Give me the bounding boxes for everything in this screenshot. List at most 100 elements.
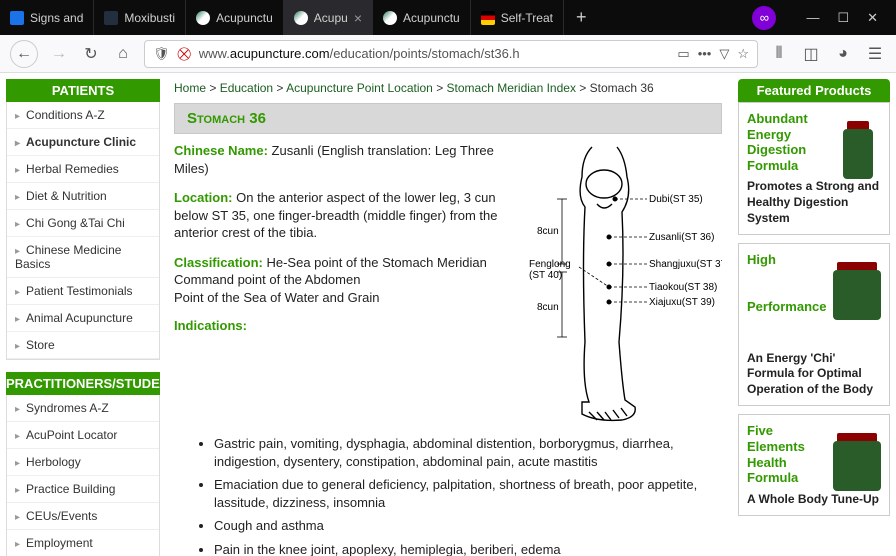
shield-icon[interactable]: 🛡 [153, 46, 170, 62]
favicon [104, 11, 118, 25]
svg-text:Tiaokou(ST 38): Tiaokou(ST 38) [649, 282, 717, 293]
favicon [383, 11, 397, 25]
breadcrumb-link[interactable]: Education [220, 81, 273, 95]
breadcrumb-link[interactable]: Home [174, 81, 206, 95]
product-card[interactable]: Abundant Energy Digestion Formula Promot… [738, 102, 890, 235]
reader-icon[interactable]: ▭ [677, 46, 689, 62]
sidebar-item[interactable]: Animal Acupuncture [7, 305, 159, 332]
tab-label: Self-Treat [501, 11, 553, 25]
sidebar-icon[interactable]: ◫ [800, 43, 822, 65]
indication-item: Pain in the knee joint, apoplexy, hemipl… [214, 541, 722, 556]
tab-1[interactable]: Moxibusti [94, 0, 186, 35]
featured-header: Featured Products [738, 79, 890, 102]
new-tab-button[interactable]: + [564, 0, 599, 35]
sidebar-item[interactable]: Conditions A-Z [7, 102, 159, 129]
classification-extra: Command point of the Abdomen [174, 272, 360, 287]
product-card[interactable]: Five Elements Health Formula A Whole Bod… [738, 414, 890, 516]
account-icon[interactable]: ◕ [832, 43, 854, 65]
svg-text:Zusanli(ST 36): Zusanli(ST 36) [649, 232, 714, 243]
patients-header: PATIENTS [6, 79, 160, 102]
sidebar-item[interactable]: Diet & Nutrition [7, 183, 159, 210]
favicon [481, 11, 495, 25]
leg-diagram: Dubi(ST 35) Zusanli(ST 36) Shangjuxu(ST … [527, 142, 722, 435]
sidebar-item[interactable]: Store [7, 332, 159, 359]
indication-item: Gastric pain, vomiting, dysphagia, abdom… [214, 435, 722, 470]
tab-4[interactable]: Acupunctu [373, 0, 471, 35]
article-text: Chinese Name: Zusanli (English translati… [174, 142, 517, 435]
tab-label: Signs and [30, 11, 83, 25]
maximize-button[interactable]: ☐ [837, 10, 849, 26]
tab-close-icon[interactable]: × [354, 10, 362, 26]
practitioners-nav: Syndromes A-ZAcuPoint LocatorHerbologyPr… [6, 395, 160, 556]
bookmark-star-icon[interactable]: ☆ [737, 46, 749, 62]
breadcrumb-link[interactable]: Stomach Meridian Index [447, 81, 576, 95]
menu-icon[interactable]: ☰ [864, 43, 886, 65]
svg-text:Fenglong(ST 40): Fenglong(ST 40) [529, 259, 571, 281]
product-title[interactable]: Abundant Energy Digestion Formula [747, 111, 832, 173]
left-sidebar: PATIENTS Conditions A-ZAcupuncture Clini… [0, 73, 166, 556]
svg-text:8cun: 8cun [537, 226, 559, 237]
sidebar-item[interactable]: Acupuncture Clinic [7, 129, 159, 156]
page-actions-icon[interactable]: ••• [698, 46, 712, 61]
location-label: Location: [174, 190, 233, 205]
library-icon[interactable]: ⦀ [768, 43, 790, 65]
favicon [294, 11, 308, 25]
svg-text:Xiajuxu(ST 39): Xiajuxu(ST 39) [649, 297, 715, 308]
sidebar-item[interactable]: CEUs/Events [7, 503, 159, 530]
sidebar-item[interactable]: Chi Gong &Tai Chi [7, 210, 159, 237]
close-button[interactable]: ✕ [867, 10, 878, 26]
tab-label: Acupu [314, 11, 348, 25]
classification-extra: Point of the Sea of Water and Grain [174, 290, 379, 305]
url-bar[interactable]: 🛡 ⛒ www.acupuncture.com/education/points… [144, 40, 758, 68]
product-desc: A Whole Body Tune-Up [747, 492, 881, 508]
page-content: PATIENTS Conditions A-ZAcupuncture Clini… [0, 73, 896, 556]
product-desc: An Energy 'Chi' Formula for Optimal Oper… [747, 351, 881, 398]
sidebar-item[interactable]: AcuPoint Locator [7, 422, 159, 449]
breadcrumb: Home > Education > Acupuncture Point Loc… [174, 77, 722, 103]
tab-strip: Signs and Moxibusti Acupunctu Acupu × Acu… [0, 0, 752, 35]
tab-0[interactable]: Signs and [0, 0, 94, 35]
product-image [833, 250, 883, 320]
tab-2[interactable]: Acupunctu [186, 0, 284, 35]
product-image [833, 421, 883, 491]
minimize-button[interactable]: — [806, 10, 819, 25]
product-title[interactable]: HighPerformance [747, 252, 832, 314]
toolbar: ← → ↻ ⌂ 🛡 ⛒ www.acupuncture.com/educatio… [0, 35, 896, 73]
titlebar: Signs and Moxibusti Acupunctu Acupu × Acu… [0, 0, 896, 35]
save-pocket-icon[interactable]: ▽ [719, 46, 729, 62]
product-title[interactable]: Five Elements Health Formula [747, 423, 832, 485]
home-button[interactable]: ⌂ [112, 43, 134, 65]
forward-button[interactable]: → [48, 43, 70, 65]
breadcrumb-link[interactable]: Acupuncture Point Location [286, 81, 433, 95]
tab-label: Acupunctu [403, 11, 460, 25]
sidebar-item[interactable]: Herbology [7, 449, 159, 476]
product-card[interactable]: HighPerformance An Energy 'Chi' Formula … [738, 243, 890, 406]
sidebar-item[interactable]: Herbal Remedies [7, 156, 159, 183]
blocked-shield-icon[interactable]: ⛒ [178, 46, 191, 62]
tab-5[interactable]: Self-Treat [471, 0, 564, 35]
url-text: www.acupuncture.com/education/points/sto… [199, 46, 670, 61]
indications-list: Gastric pain, vomiting, dysphagia, abdom… [174, 435, 722, 556]
classification-value: He-Sea point of the Stomach Meridian [266, 255, 486, 270]
featured-products: Featured Products Abundant Energy Digest… [732, 73, 896, 556]
sidebar-item[interactable]: Chinese Medicine Basics [7, 237, 159, 278]
favicon [196, 11, 210, 25]
indication-item: Emaciation due to general deficiency, pa… [214, 476, 722, 511]
tab-3[interactable]: Acupu × [284, 0, 373, 35]
sidebar-item[interactable]: Practice Building [7, 476, 159, 503]
patients-nav: Conditions A-ZAcupuncture ClinicHerbal R… [6, 102, 160, 360]
sidebar-item[interactable]: Syndromes A-Z [7, 395, 159, 422]
classification-label: Classification: [174, 255, 263, 270]
reload-button[interactable]: ↻ [80, 43, 102, 65]
back-button[interactable]: ← [10, 40, 38, 68]
window-controls: — ☐ ✕ [788, 0, 896, 35]
sidebar-item[interactable]: Employment [7, 530, 159, 556]
breadcrumb-current: Stomach 36 [590, 81, 654, 95]
page-title: Stomach 36 [174, 103, 722, 134]
product-desc: Promotes a Strong and Healthy Digestion … [747, 179, 881, 226]
sidebar-item[interactable]: Patient Testimonials [7, 278, 159, 305]
svg-text:8cun: 8cun [537, 302, 559, 313]
indications-label: Indications: [174, 318, 517, 333]
tab-label: Acupunctu [216, 11, 273, 25]
tab-label: Moxibusti [124, 11, 175, 25]
